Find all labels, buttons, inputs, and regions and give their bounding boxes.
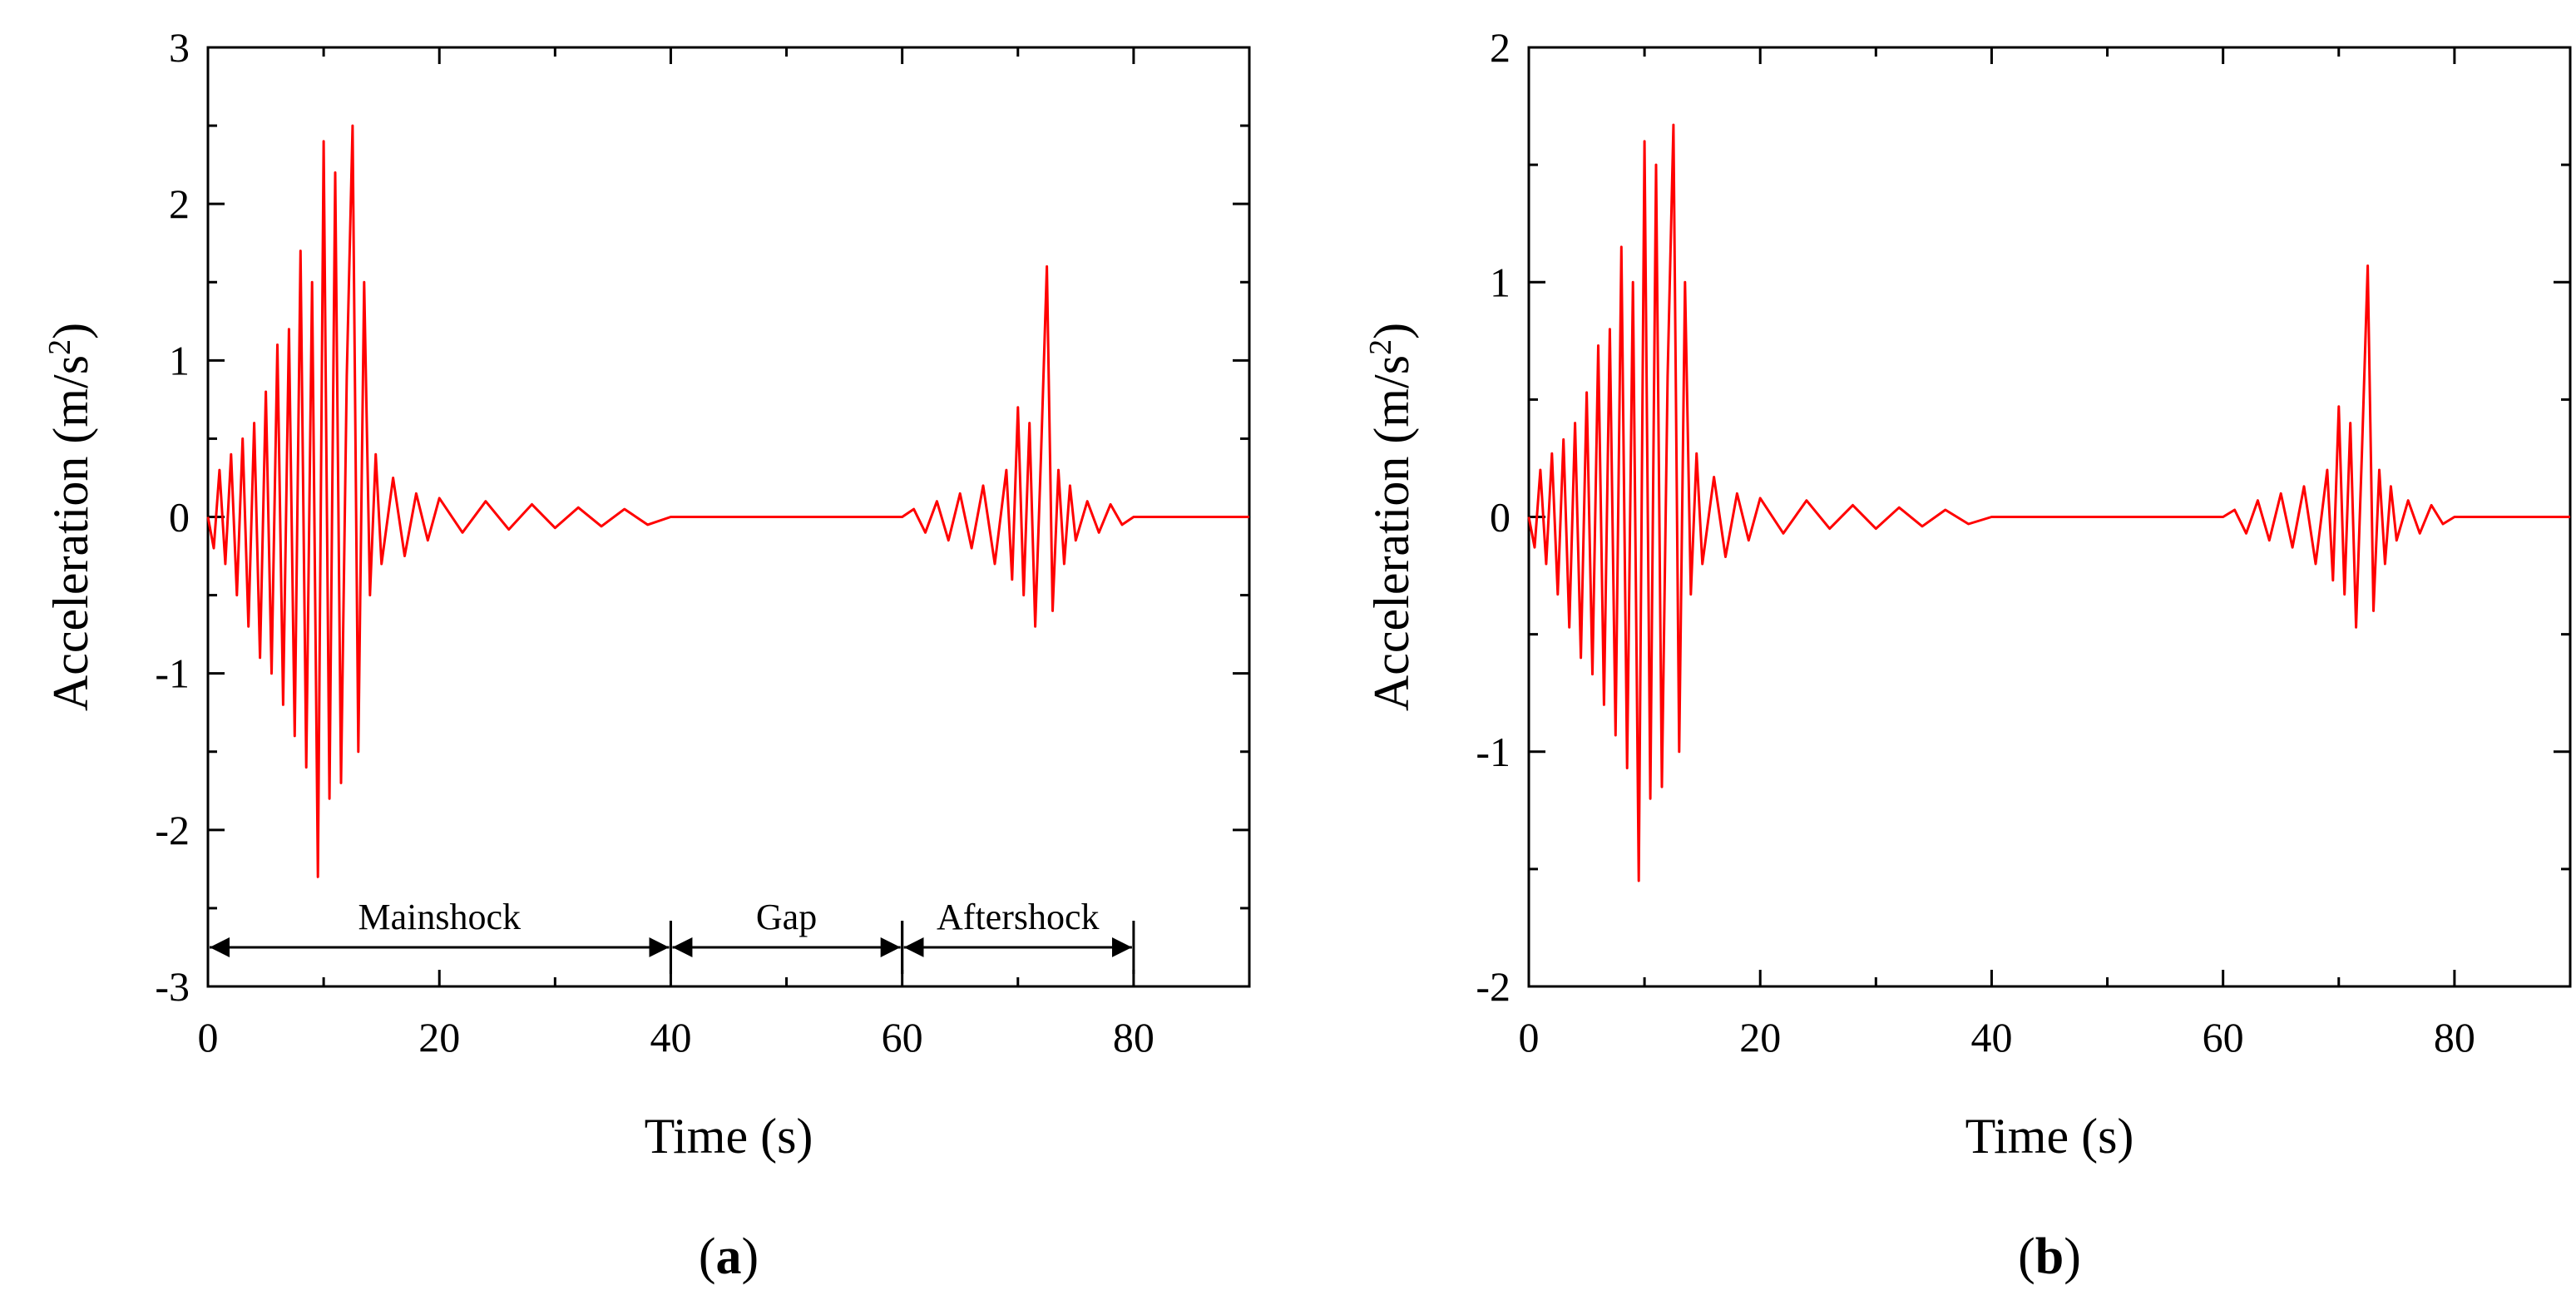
x-tick-label: 40 [650, 1014, 691, 1060]
y-tick-label: -3 [155, 963, 190, 1010]
x-tick-label: 40 [1970, 1014, 2012, 1060]
y-tick-label: 0 [169, 494, 190, 541]
y-axis-title-close: ) [43, 323, 98, 339]
y-axis-title: Acceleration (m/s2) [42, 323, 98, 711]
x-tick-label: 20 [1739, 1014, 1781, 1060]
y-axis-title-close: ) [1364, 323, 1419, 339]
phase-label-gap: Gap [756, 897, 817, 937]
y-tick-label: 2 [169, 180, 190, 227]
x-tick-label: 80 [2434, 1014, 2475, 1060]
y-axis-title-text: Acceleration (m/s [1364, 355, 1419, 711]
y-tick-label: 1 [1490, 259, 1510, 305]
y-axis-title-sup: 2 [1363, 339, 1398, 355]
y-tick-label: 3 [169, 24, 190, 71]
y-axis-title: Acceleration (m/s2) [1363, 323, 1419, 711]
panel-b-chart: 0 20 40 60 80 -2 -1 0 1 2 Time (s) Acceleration (m/… [1363, 24, 2572, 1285]
y-tick-label: -2 [155, 807, 190, 853]
y-tick-label: 2 [1490, 24, 1510, 71]
panel-label: (a) [699, 1228, 759, 1285]
panel-label-close: ) [742, 1228, 759, 1285]
panel-label: (b) [2018, 1228, 2081, 1285]
x-tick-label: 60 [882, 1014, 923, 1060]
x-tick-label: 20 [418, 1014, 460, 1060]
series-line-acceleration [1527, 123, 2570, 882]
panel-a-chart: 0 20 40 60 80 -3 -2 -1 0 1 2 3 Time (s) Acceleration … [42, 24, 1251, 1285]
y-tick-label: 0 [1490, 494, 1510, 541]
x-axis-title: Time (s) [645, 1109, 813, 1164]
panel-label-open: ( [2018, 1228, 2035, 1285]
x-tick-label: 60 [2203, 1014, 2244, 1060]
series-line-acceleration [206, 124, 1249, 878]
x-axis-title: Time (s) [1965, 1109, 2134, 1164]
panel-label-open: ( [699, 1228, 716, 1285]
phase-label-aftershock: Aftershock [937, 897, 1100, 937]
y-tick-label: -1 [155, 650, 190, 697]
x-tick-label: 0 [1519, 1014, 1540, 1060]
y-tick-label: 1 [169, 337, 190, 383]
y-axis-title-sup: 2 [42, 339, 77, 355]
panel-label-close: ) [2064, 1228, 2081, 1285]
y-tick-label: -1 [1476, 729, 1510, 775]
panel-label-letter: b [2035, 1228, 2064, 1285]
x-tick-label: 80 [1113, 1014, 1155, 1060]
x-tick-label: 0 [198, 1014, 219, 1060]
phase-label-mainshock: Mainshock [358, 897, 521, 937]
panel-label-letter: a [716, 1228, 742, 1285]
y-axis-title-text: Acceleration (m/s [43, 355, 98, 711]
y-tick-label: -2 [1476, 963, 1510, 1010]
